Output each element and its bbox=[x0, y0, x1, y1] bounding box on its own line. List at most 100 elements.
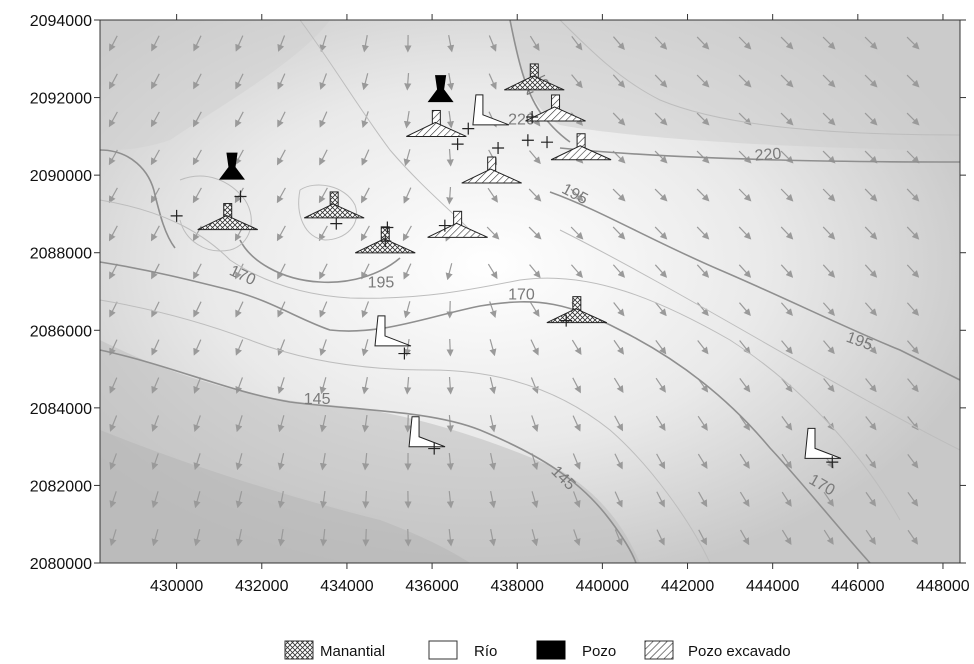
flow-arrow bbox=[277, 377, 285, 395]
flow-arrow bbox=[655, 302, 667, 317]
flow-arrow bbox=[361, 111, 369, 129]
flow-arrow bbox=[781, 491, 792, 507]
flow-arrow bbox=[361, 414, 370, 433]
flow-arrow bbox=[529, 150, 541, 165]
flow-arrow bbox=[151, 377, 160, 394]
flow-arrow bbox=[151, 415, 160, 432]
flow-arrow bbox=[738, 226, 752, 240]
flow-arrow bbox=[531, 529, 539, 547]
flow-arrow bbox=[906, 226, 920, 240]
contour-minor-3 bbox=[299, 19, 471, 231]
marker-base bbox=[303, 203, 365, 219]
plot-frame bbox=[99, 19, 961, 564]
flow-arrow bbox=[489, 415, 497, 433]
contour-minor-5 bbox=[559, 229, 961, 451]
flow-arrow bbox=[235, 73, 244, 90]
flow-arrow bbox=[193, 453, 201, 471]
flow-arrow bbox=[570, 188, 584, 202]
flow-arrow bbox=[865, 416, 877, 431]
rio-symbol bbox=[472, 94, 510, 126]
flow-arrow bbox=[489, 377, 497, 395]
x-tick-label: 442000 bbox=[661, 578, 714, 595]
flow-arrow bbox=[822, 150, 836, 164]
flow-arrow bbox=[613, 377, 624, 394]
flow-arrow bbox=[488, 73, 497, 90]
axis-layer: 430000 432000 434000 436000 438000 440000 4420… bbox=[30, 13, 970, 595]
marker-stem bbox=[576, 133, 586, 149]
flow-arrow bbox=[906, 302, 920, 316]
flow-arrow bbox=[864, 36, 878, 50]
flow-arrow bbox=[740, 529, 750, 546]
flow-arrow bbox=[612, 226, 626, 240]
flow-arrow bbox=[108, 225, 118, 242]
x-tick-label: 444000 bbox=[746, 578, 799, 595]
legend-label-rio: Río bbox=[474, 643, 497, 660]
flow-arrow bbox=[696, 150, 710, 164]
flow-arrow bbox=[907, 454, 919, 469]
marker-stem bbox=[572, 296, 582, 312]
observation-cross bbox=[451, 138, 464, 151]
cross-layer bbox=[170, 110, 839, 469]
flow-arrow bbox=[865, 378, 877, 393]
legend-label-pozo: Pozo bbox=[582, 643, 616, 660]
flow-arrow bbox=[698, 529, 707, 546]
flow-arrow bbox=[151, 263, 160, 280]
flow-arrow bbox=[570, 226, 584, 240]
flow-arrow bbox=[277, 491, 285, 509]
marker-pozo bbox=[218, 152, 245, 180]
flow-arrow bbox=[738, 302, 751, 317]
legend-swatch-rio bbox=[428, 640, 458, 660]
marker-pozo-excavado bbox=[427, 210, 488, 238]
flow-arrow bbox=[696, 74, 710, 88]
flow-arrow bbox=[150, 225, 160, 242]
y-tick-label: 2092000 bbox=[30, 91, 92, 108]
flow-arrow bbox=[319, 73, 328, 90]
flow-arrow bbox=[361, 149, 370, 166]
marker-manantial bbox=[504, 63, 565, 91]
flow-arrow bbox=[319, 490, 328, 509]
contour-lines bbox=[99, 19, 961, 564]
flow-arrow bbox=[489, 491, 497, 509]
flow-arrow bbox=[277, 415, 285, 433]
observation-cross bbox=[541, 136, 554, 149]
flow-arrow bbox=[319, 339, 327, 357]
flow-arrow bbox=[864, 74, 878, 88]
flow-arrow bbox=[612, 36, 625, 51]
flow-arrow bbox=[780, 302, 793, 317]
flow-arrow bbox=[151, 453, 159, 471]
flow-arrow bbox=[276, 187, 286, 204]
contour-minor-1 bbox=[99, 299, 711, 564]
marker-pozo bbox=[427, 75, 454, 103]
flow-arrow bbox=[276, 149, 286, 166]
flow-arrow bbox=[235, 263, 244, 280]
flow-arrow bbox=[319, 377, 327, 395]
flow-arrow bbox=[361, 35, 369, 53]
flow-arrow bbox=[319, 301, 328, 318]
marker-base bbox=[525, 106, 586, 122]
flow-arrow bbox=[906, 188, 920, 202]
contour-line-195-a bbox=[549, 191, 961, 381]
flow-arrow bbox=[865, 340, 877, 355]
flow-arrow bbox=[696, 112, 710, 126]
flow-arrow bbox=[573, 529, 581, 547]
flow-arrow bbox=[612, 112, 626, 126]
flow-arrow bbox=[739, 453, 750, 469]
flow-arrow bbox=[193, 73, 202, 90]
flow-arrow bbox=[531, 491, 539, 509]
contour-minor-4 bbox=[559, 19, 961, 136]
flow-arrow bbox=[404, 414, 412, 433]
marker-rio bbox=[374, 315, 412, 347]
legend-swatch-pozo-excavado bbox=[644, 640, 674, 660]
legend-label-manantial: Manantial bbox=[320, 643, 385, 660]
marker-stem bbox=[453, 210, 463, 226]
marker-pozo-excavado bbox=[525, 94, 586, 122]
legend-swatch-pozo bbox=[536, 640, 566, 660]
flow-arrow bbox=[656, 491, 665, 508]
legend-swatch-manantial bbox=[284, 640, 314, 660]
flow-arrow bbox=[446, 528, 454, 547]
flow-arrow bbox=[320, 528, 328, 547]
y-tick-label: 2088000 bbox=[30, 246, 92, 263]
x-tick-label: 448000 bbox=[916, 578, 969, 595]
flow-arrow bbox=[362, 490, 370, 509]
x-tick-label: 432000 bbox=[235, 578, 288, 595]
